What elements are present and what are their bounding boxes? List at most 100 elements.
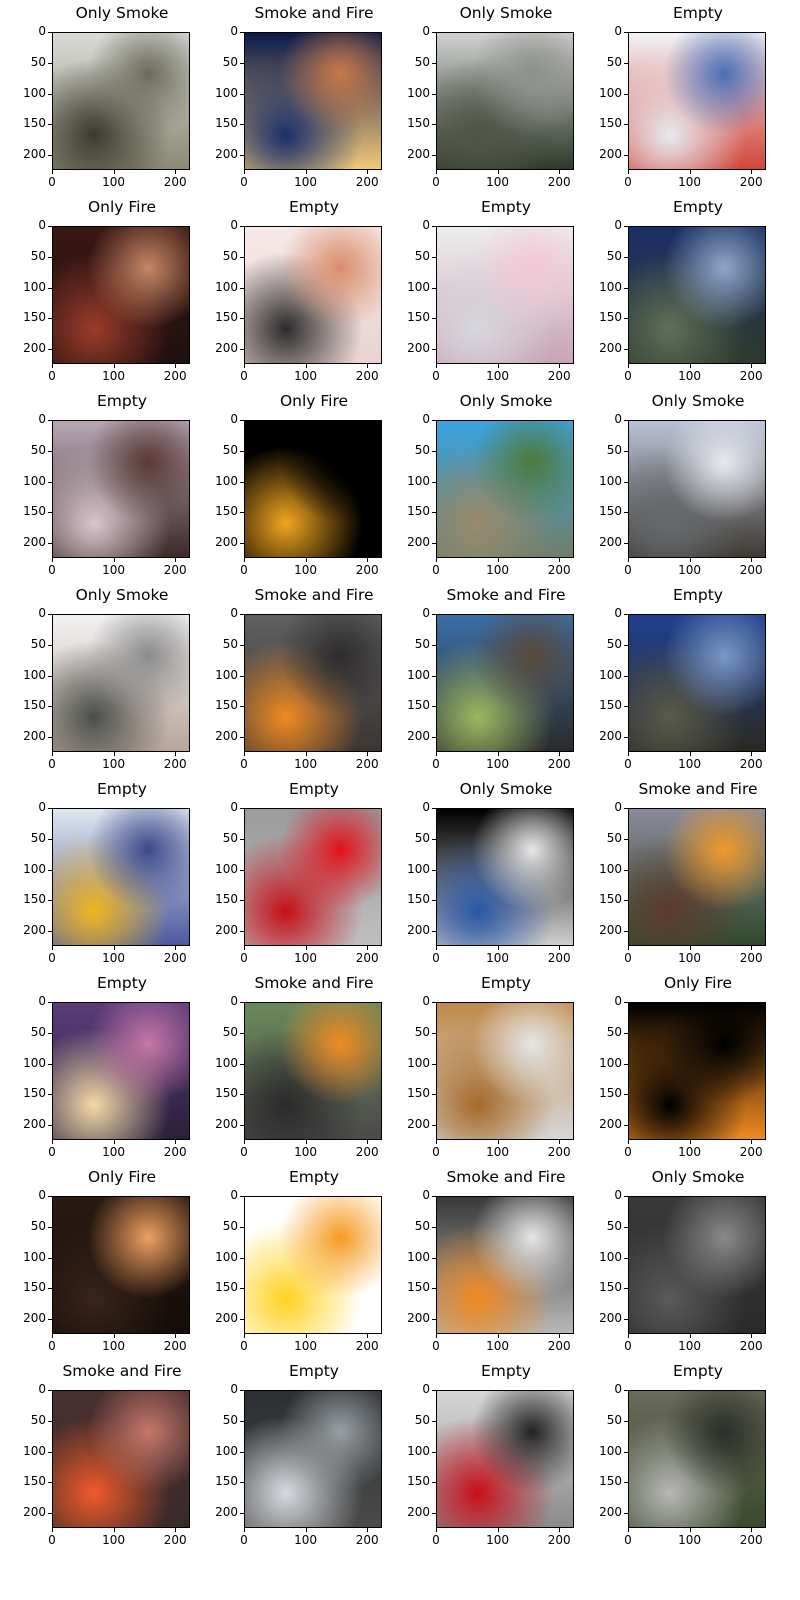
y-tick-label: 0 <box>230 800 238 814</box>
x-tick <box>175 752 177 756</box>
y-tick <box>240 1513 244 1515</box>
y-tick-label: 200 <box>23 535 46 550</box>
y-tick <box>432 706 436 708</box>
y-tick-label: 100 <box>215 1055 238 1070</box>
x-tick <box>175 1140 177 1144</box>
y-tick-label: 200 <box>215 923 238 938</box>
y-tick-label: 100 <box>407 861 430 876</box>
panel-image <box>245 1003 381 1139</box>
y-tick-label: 100 <box>215 1443 238 1458</box>
x-tick <box>751 1528 753 1532</box>
y-tick <box>432 124 436 126</box>
x-tick-label: 100 <box>294 1533 318 1547</box>
y-tick <box>240 512 244 514</box>
x-tick <box>436 1334 437 1338</box>
panel: Empty 0 50 100 150 200 0 100 200 <box>192 194 384 388</box>
x-tick-label: 200 <box>547 563 571 577</box>
y-tick <box>432 543 436 545</box>
x-tick-label: 200 <box>547 1533 571 1547</box>
panel-title: Smoke and Fire <box>254 4 374 22</box>
x-tick <box>244 1140 245 1144</box>
x-tick-label: 100 <box>294 1145 318 1159</box>
x-tick-label: 100 <box>486 1145 510 1159</box>
x-tick <box>367 752 369 756</box>
y-tick-label: 0 <box>38 1188 46 1202</box>
panel-image-frame <box>244 1390 382 1528</box>
y-tick-label: 100 <box>407 1055 430 1070</box>
y-tick <box>432 900 436 902</box>
x-tick <box>244 752 245 756</box>
y-tick-label: 0 <box>230 606 238 620</box>
y-tick <box>240 1319 244 1321</box>
y-tick-label: 200 <box>599 729 622 744</box>
y-tick-label: 100 <box>599 861 622 876</box>
y-tick-label: 0 <box>230 994 238 1008</box>
x-tick <box>367 558 369 562</box>
panel: Empty 0 50 100 150 200 0 100 200 <box>192 1358 384 1552</box>
panel-image-frame <box>52 420 190 558</box>
y-tick-label: 200 <box>599 341 622 356</box>
panel-image <box>437 809 573 945</box>
panel-title: Empty <box>97 392 147 410</box>
x-tick-label: 100 <box>102 563 126 577</box>
panel-image-frame <box>52 226 190 364</box>
panel-title: Empty <box>673 198 723 216</box>
y-tick <box>432 256 436 258</box>
y-tick-label: 50 <box>606 442 622 457</box>
y-tick <box>624 737 628 739</box>
panel: Only Fire 0 50 100 150 200 0 100 200 <box>0 1164 192 1358</box>
x-tick <box>497 170 499 174</box>
x-tick <box>751 946 753 950</box>
y-tick <box>240 62 244 64</box>
y-tick <box>48 155 52 157</box>
y-tick-label: 0 <box>422 24 430 38</box>
x-tick-label: 100 <box>294 1339 318 1353</box>
x-tick-label: 200 <box>547 369 571 383</box>
y-tick-label: 50 <box>414 636 430 651</box>
x-tick <box>751 1334 753 1338</box>
y-tick <box>624 62 628 64</box>
panel-title: Smoke and Fire <box>446 586 566 604</box>
x-tick-label: 0 <box>240 1533 248 1547</box>
y-tick-label: 50 <box>30 636 46 651</box>
y-tick-label: 50 <box>414 1024 430 1039</box>
x-tick <box>113 752 115 756</box>
y-tick <box>432 1196 436 1197</box>
y-tick <box>240 287 244 289</box>
panel-image-frame <box>436 420 574 558</box>
y-tick-label: 100 <box>599 667 622 682</box>
x-tick-label: 100 <box>486 369 510 383</box>
x-tick-label: 0 <box>48 1533 56 1547</box>
y-tick-label: 50 <box>222 1412 238 1427</box>
y-tick <box>240 481 244 483</box>
y-tick-label: 150 <box>215 1086 238 1101</box>
y-tick-label: 100 <box>23 473 46 488</box>
y-tick <box>240 226 244 227</box>
panel-image-frame <box>436 614 574 752</box>
panel: Smoke and Fire 0 50 100 150 200 0 100 200 <box>192 970 384 1164</box>
x-tick <box>497 1334 499 1338</box>
x-tick <box>367 1140 369 1144</box>
y-tick <box>48 1420 52 1422</box>
y-tick <box>432 349 436 351</box>
x-tick <box>436 170 437 174</box>
y-tick <box>240 706 244 708</box>
panel-image-frame <box>436 1002 574 1140</box>
y-tick-label: 50 <box>30 1024 46 1039</box>
panel: Only Smoke 0 50 100 150 200 0 100 200 <box>384 776 576 970</box>
y-tick <box>240 900 244 902</box>
panel-title: Only Fire <box>87 198 157 216</box>
panel-image <box>437 421 573 557</box>
panel: Empty 0 50 100 150 200 0 100 200 <box>576 1358 768 1552</box>
x-tick-label: 100 <box>102 369 126 383</box>
x-tick-label: 100 <box>678 951 702 965</box>
x-tick-label: 0 <box>624 757 632 771</box>
y-tick <box>240 1226 244 1228</box>
y-tick-label: 200 <box>215 535 238 550</box>
x-tick-label: 100 <box>294 757 318 771</box>
panel-image <box>53 421 189 557</box>
y-tick <box>432 287 436 289</box>
y-tick-label: 100 <box>407 1249 430 1264</box>
x-tick-label: 100 <box>678 1339 702 1353</box>
panel-image-frame <box>628 420 766 558</box>
